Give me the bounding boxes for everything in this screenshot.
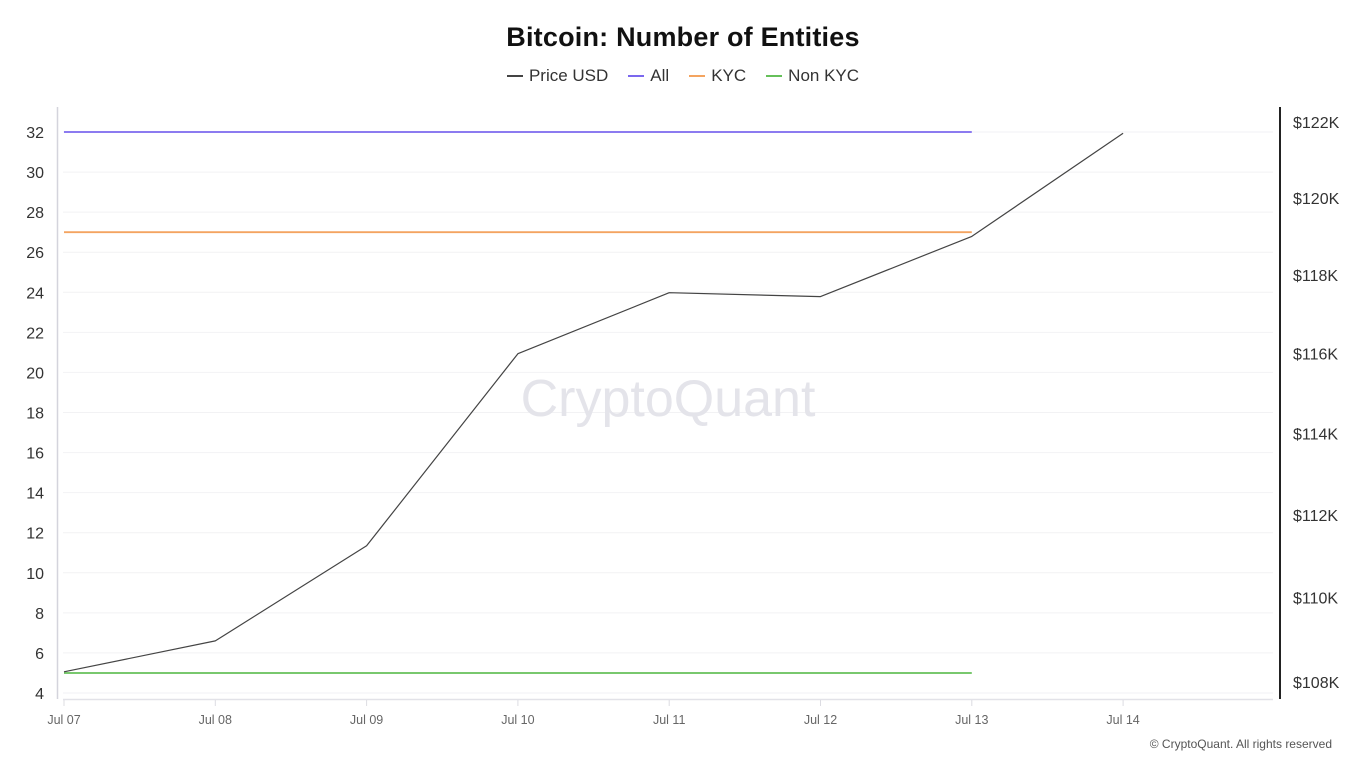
- legend-item-all[interactable]: All: [628, 66, 669, 86]
- right-axis-tick-label: $114K: [1293, 427, 1338, 444]
- x-axis-tick-label: Jul 11: [653, 713, 685, 727]
- legend-label: KYC: [711, 66, 747, 85]
- left-axis-tick-label: 24: [26, 285, 44, 302]
- left-axis-tick-label: 10: [26, 566, 44, 583]
- x-axis-tick-label: Jul 10: [501, 713, 534, 727]
- gridlines: [63, 131, 1273, 694]
- right-axis-tick-label: $122K: [1293, 115, 1340, 132]
- left-axis-tick-label: 30: [26, 165, 44, 182]
- left-axis-tick-label: 4: [35, 686, 44, 703]
- left-axis-tick-label: 6: [35, 646, 44, 663]
- x-axis-tick-label: Jul 08: [199, 713, 232, 727]
- copyright-footer: © CryptoQuant. All rights reserved: [1149, 737, 1332, 751]
- chart-title: Bitcoin: Number of Entities: [506, 22, 860, 52]
- legend-swatch-icon: [628, 75, 645, 77]
- left-axis-tick-label: 14: [26, 486, 44, 503]
- series-line-price-usd[interactable]: [63, 132, 1124, 673]
- right-axis-tick-label: $116K: [1293, 347, 1338, 364]
- legend-label: All: [650, 66, 670, 85]
- left-axis-tick-label: 22: [26, 325, 44, 342]
- x-axis-tick-label: Jul 12: [804, 713, 837, 727]
- x-axis-tick-label: Jul 07: [47, 713, 80, 727]
- left-axis-tick-label: 20: [26, 365, 44, 382]
- x-axis-tick-label: Jul 13: [955, 713, 988, 727]
- legend-swatch-icon: [506, 75, 523, 77]
- legend-label: Non KYC: [788, 66, 860, 85]
- chart-legend: Price USD All KYC Non KYC: [0, 66, 1366, 86]
- legend-item-price-usd[interactable]: Price USD: [506, 66, 609, 86]
- left-axis-tick-label: 16: [26, 446, 44, 463]
- series-lines: [63, 131, 1124, 674]
- legend-swatch-icon: [766, 75, 783, 77]
- axes: 4 6 8 10 12 14 16 18 20 22 24 26 28 30 32 $108K $110K $11…: [26, 107, 1340, 727]
- right-axis-tick-label: $112K: [1293, 508, 1338, 525]
- left-axis-tick-label: 8: [35, 606, 44, 623]
- legend-item-kyc[interactable]: KYC: [689, 66, 746, 86]
- right-axis-tick-label: $108K: [1293, 675, 1340, 692]
- right-axis-tick-label: $110K: [1293, 591, 1338, 608]
- legend-swatch-icon: [689, 75, 706, 77]
- left-axis-tick-label: 26: [26, 245, 44, 262]
- watermark: CryptoQuant: [521, 370, 816, 428]
- left-axis-tick-label: 12: [26, 526, 44, 543]
- legend-item-non-kyc[interactable]: Non KYC: [766, 66, 859, 86]
- right-axis-tick-label: $118K: [1293, 268, 1338, 285]
- left-axis-tick-label: 18: [26, 406, 44, 423]
- left-axis-tick-label: 28: [26, 205, 44, 222]
- right-axis-tick-label: $120K: [1293, 191, 1340, 208]
- x-axis-tick-label: Jul 09: [350, 713, 383, 727]
- left-axis-tick-label: 32: [26, 125, 44, 142]
- legend-label: Price USD: [528, 66, 609, 85]
- x-axis-tick-label: Jul 14: [1106, 713, 1139, 727]
